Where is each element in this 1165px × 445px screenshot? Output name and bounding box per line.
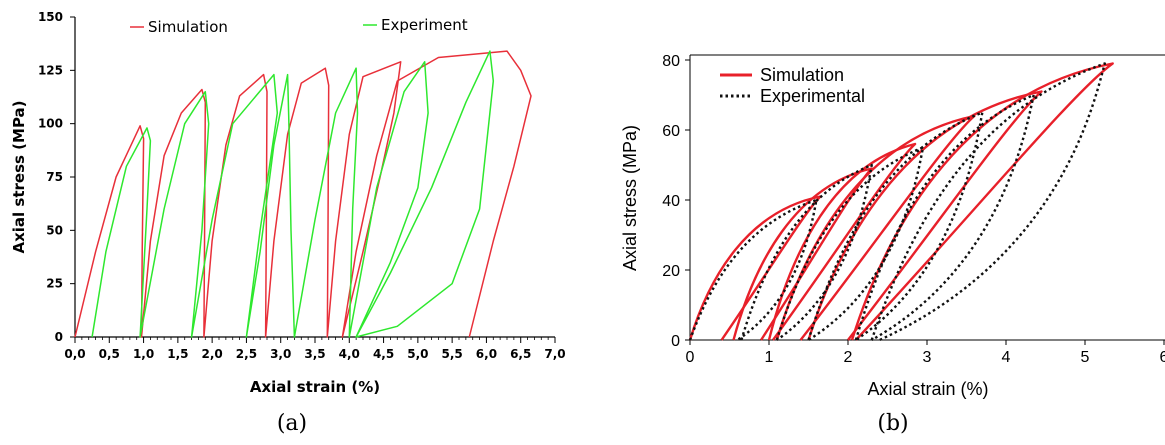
series-simulation-loop (732, 167, 873, 341)
series-simulation-line (74, 50, 532, 338)
x-tick-label: 5 (1081, 349, 1090, 366)
series-simulation-loop (767, 142, 917, 341)
x-tick-label: 1 (765, 349, 774, 366)
series-simulation-loop (775, 114, 976, 341)
legend-label-experimental: Experimental (760, 86, 865, 106)
x-tick-label: 4 (1002, 349, 1011, 366)
x-tick-label: 5,0 (407, 347, 428, 361)
series-experimental-loop (688, 198, 818, 341)
caption-b: (b) (877, 411, 908, 436)
series-simulation-loop (807, 90, 1043, 341)
chart-a: 0 25 50 75 100 125 150 0,0 0,5 1,0 1,5 2,0 2,5 3,0 3,5… (10, 10, 566, 396)
y-tick-label: 80 (662, 53, 680, 70)
y-tick-label: 20 (662, 263, 680, 280)
y-tick-label: 0 (55, 330, 63, 344)
x-tick-label: 3 (923, 349, 932, 366)
x-tick-label: 4,0 (339, 347, 360, 361)
x-axis-label: Axial strain (%) (250, 378, 380, 396)
y-tick-label: 150 (38, 10, 63, 24)
x-tick-label: 2,5 (236, 347, 257, 361)
x-tick-label: 6,5 (510, 347, 531, 361)
y-tick-label: 50 (46, 223, 63, 237)
legend-label-simulation: Simulation (148, 18, 228, 36)
y-tick-label: 0 (671, 333, 680, 350)
series-experimental-loop (870, 62, 1106, 342)
y-tick-label: 25 (46, 277, 63, 291)
series-experimental-loop (775, 146, 925, 342)
x-tick-label: 1,0 (133, 347, 154, 361)
x-tick-label: 2,0 (202, 347, 223, 361)
y-axis-label: Axial stress (MPa) (10, 100, 28, 253)
y-tick-label: 75 (46, 170, 63, 184)
caption-a: (a) (277, 411, 307, 436)
x-tick-label: 0,5 (99, 347, 120, 361)
y-tick-label: 125 (38, 63, 63, 77)
series-simulation-loop (688, 195, 822, 341)
chart-b: 0 20 40 60 80 0 1 2 3 4 5 6 Axial strain (%) Axial st… (620, 53, 1165, 399)
x-tick-label: 6 (1160, 349, 1165, 366)
x-tick-label: 6,0 (476, 347, 497, 361)
x-tick-label: 1,5 (167, 347, 188, 361)
series-experimental-loop (740, 163, 873, 341)
series-experimental-loop (807, 111, 984, 341)
y-tick-label: 100 (38, 117, 63, 131)
series-experiment-line (91, 50, 495, 338)
x-tick-label: 3,0 (270, 347, 291, 361)
x-tick-label: 7,0 (544, 347, 565, 361)
series-simulation-loop (850, 62, 1114, 341)
y-tick-label: 60 (662, 123, 680, 140)
x-tick-label: 5,5 (442, 347, 463, 361)
legend-label-experiment: Experiment (381, 16, 468, 34)
x-tick-label: 4,5 (373, 347, 394, 361)
series-experimental-loop (854, 93, 1035, 342)
x-tick-label: 0 (686, 349, 695, 366)
x-tick-label: 2 (844, 349, 853, 366)
y-axis-label: Axial stress (MPa) (620, 125, 640, 271)
x-axis-label: Axial strain (%) (867, 379, 988, 399)
x-tick-label: 3,5 (304, 347, 325, 361)
legend-label-simulation: Simulation (760, 65, 844, 85)
y-tick-label: 40 (662, 193, 680, 210)
x-tick-label: 0,0 (64, 347, 85, 361)
